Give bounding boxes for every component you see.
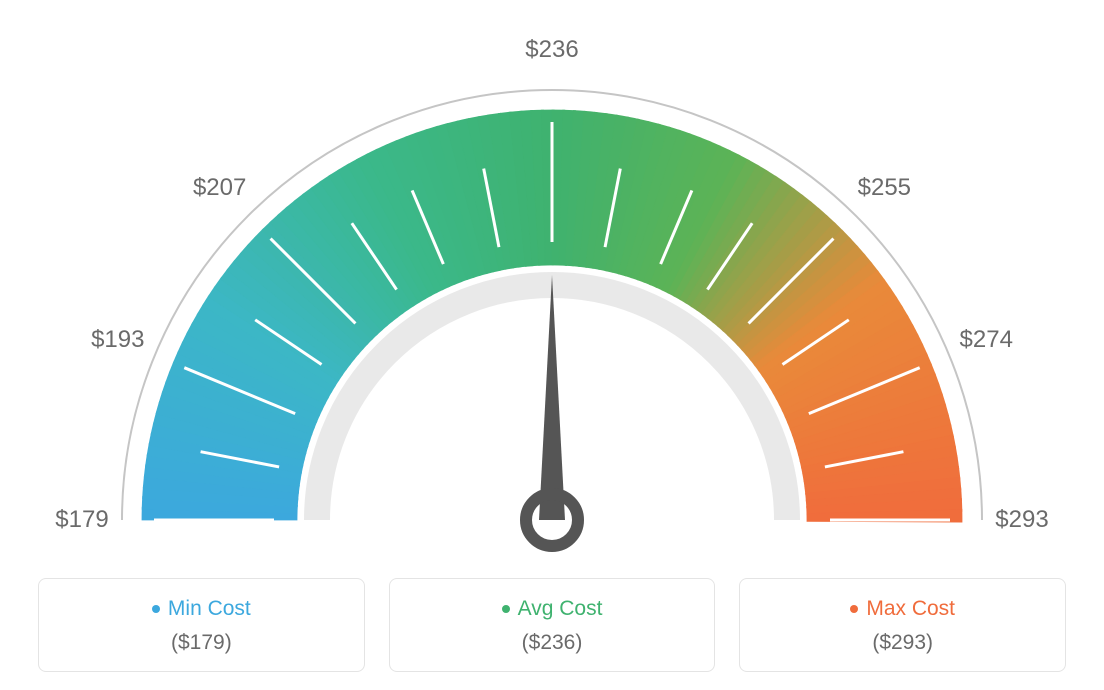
gauge-tick-label: $236 — [525, 36, 578, 64]
legend-dot-min — [152, 605, 160, 613]
gauge-tick-label: $293 — [995, 506, 1048, 534]
cost-gauge: $179 $193 $207 $236 $255 $274 $293 — [0, 0, 1104, 560]
gauge-svg — [0, 0, 1104, 560]
legend-title-row: Avg Cost — [502, 597, 603, 621]
legend-title-min: Min Cost — [168, 597, 251, 621]
legend-value-min: ($179) — [171, 631, 232, 655]
legend-value-avg: ($236) — [522, 631, 583, 655]
legend-title-row: Max Cost — [850, 597, 955, 621]
legend-title-max: Max Cost — [866, 597, 955, 621]
legend-title-row: Min Cost — [152, 597, 251, 621]
gauge-tick-label: $179 — [55, 506, 108, 534]
legend-dot-avg — [502, 605, 510, 613]
gauge-tick-label: $207 — [193, 174, 246, 202]
gauge-tick-label: $274 — [960, 326, 1013, 354]
legend-card-max: Max Cost ($293) — [739, 578, 1066, 672]
legend-dot-max — [850, 605, 858, 613]
gauge-tick-label: $255 — [858, 174, 911, 202]
legend-value-max: ($293) — [872, 631, 933, 655]
legend-title-avg: Avg Cost — [518, 597, 603, 621]
gauge-tick-label: $193 — [91, 326, 144, 354]
legend-row: Min Cost ($179) Avg Cost ($236) Max Cost… — [0, 578, 1104, 672]
gauge-needle — [539, 275, 565, 520]
legend-card-avg: Avg Cost ($236) — [389, 578, 716, 672]
legend-card-min: Min Cost ($179) — [38, 578, 365, 672]
